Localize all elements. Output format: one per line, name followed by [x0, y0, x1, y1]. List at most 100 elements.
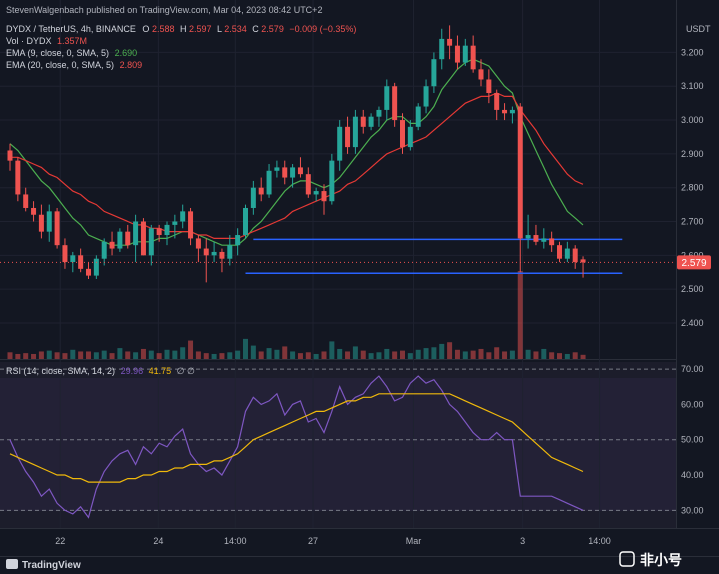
volume-bar: [78, 351, 84, 359]
rsi-tick-label: 70.00: [681, 364, 704, 374]
candle-body: [93, 258, 99, 276]
grid-lines: [0, 0, 676, 528]
candle-body: [274, 167, 280, 171]
candle-body: [258, 187, 264, 195]
candle-body: [46, 211, 52, 232]
volume-bar: [313, 353, 319, 359]
candle-body: [125, 231, 131, 246]
volume-bar: [525, 349, 531, 359]
candle-body: [282, 167, 288, 178]
volume-bar: [447, 342, 453, 359]
legend-ema9[interactable]: EMA (9, close, 0, SMA, 5) 2.690: [6, 48, 137, 58]
price-tick-label: 2.800: [681, 183, 704, 193]
volume-bar: [462, 351, 468, 359]
volume-bar: [290, 351, 296, 359]
candle-body: [297, 167, 303, 175]
candle-body: [203, 248, 209, 256]
candle-body: [541, 238, 547, 242]
candle-body: [195, 238, 201, 249]
candles: [7, 25, 586, 283]
volume-bar: [368, 353, 374, 359]
volume-bar: [243, 338, 248, 359]
candle-body: [235, 235, 241, 246]
candle-body: [462, 45, 468, 63]
volume-bar: [564, 353, 570, 359]
volume-bar: [227, 352, 233, 359]
symbol-title[interactable]: DYDX / TetherUS, 4h, BINANCE: [6, 24, 136, 34]
ema20-label: EMA (20, close, 0, SMA, 5): [6, 60, 114, 70]
volume-bar: [282, 346, 288, 359]
volume-bar: [31, 353, 37, 359]
candle-body: [564, 248, 570, 259]
candle-body: [486, 79, 492, 94]
ohlc-open-value: 2.588: [152, 24, 175, 34]
volume-bar: [384, 348, 390, 359]
rsi-band-fill: [0, 378, 676, 511]
candle-body: [329, 160, 335, 202]
current-price-tag-text: 2.579: [681, 258, 706, 269]
candle-body: [164, 224, 170, 236]
candle-body: [62, 245, 68, 263]
candle-body: [509, 109, 515, 114]
tradingview-logo-icon: [6, 559, 18, 569]
volume-bar: [439, 343, 445, 359]
price-tick-label: 2.900: [681, 149, 704, 159]
volume-bar: [352, 346, 358, 359]
current-price-tag: [677, 255, 711, 270]
candle-body: [15, 160, 21, 195]
time-tick-label: Mar: [406, 536, 422, 546]
volume-bar: [188, 340, 194, 359]
rsi-band-lines: [0, 368, 676, 511]
support-lines[interactable]: [245, 238, 623, 274]
volume-bar: [101, 350, 107, 359]
candle-body: [133, 221, 139, 246]
volume-bar: [431, 347, 437, 359]
price-tick-label: 3.100: [681, 81, 704, 91]
volume-bar: [337, 348, 343, 359]
tradingview-logo[interactable]: TradingView: [6, 559, 81, 571]
volume-bar: [164, 349, 170, 359]
volume-bar: [172, 350, 178, 359]
volume-label: Vol · DYDX: [6, 36, 52, 46]
legend-volume[interactable]: Vol · DYDX 1.357M: [6, 36, 87, 46]
volume-bar: [392, 351, 398, 359]
candle-body: [101, 241, 107, 259]
watermark: 非小号: [619, 551, 682, 568]
rsi-tick-label: 40.00: [681, 470, 704, 480]
volume-bar: [580, 354, 586, 359]
candle-body: [345, 126, 351, 148]
volume-bars: [7, 271, 586, 359]
ema9-value: 2.690: [115, 48, 138, 58]
candle-body: [400, 120, 405, 148]
volume-bar: [329, 341, 335, 359]
candle-body: [219, 251, 225, 259]
volume-bar: [133, 352, 139, 359]
volume-bar: [557, 353, 562, 359]
volume-bar: [478, 348, 484, 359]
legend-rsi[interactable]: RSI (14, close, SMA, 14, 2) 29.96 41.75 …: [6, 366, 195, 376]
ohlc-high-label: H: [180, 24, 187, 34]
price-tick-label: 2.400: [681, 318, 704, 328]
candle-body: [368, 116, 374, 127]
rsi-axis-labels: 30.00 40.00 50.00 60.00 70.00: [681, 364, 704, 515]
volume-bar: [140, 348, 146, 359]
candle-body: [7, 150, 13, 161]
legend-ema20[interactable]: EMA (20, close, 0, SMA, 5) 2.809: [6, 60, 142, 70]
volume-bar: [70, 349, 76, 359]
candle-body: [54, 211, 60, 246]
candle-body: [109, 241, 115, 249]
volume-bar: [23, 353, 29, 359]
volume-bar: [250, 345, 256, 359]
ema9-label: EMA (9, close, 0, SMA, 5): [6, 48, 109, 58]
volume-bar: [117, 348, 123, 359]
volume-bar: [407, 353, 413, 359]
candle-body: [290, 167, 296, 178]
candle-body: [478, 69, 484, 80]
volume-bar: [454, 349, 460, 359]
price-tick-label: 2.700: [681, 217, 704, 227]
price-tick-label: 2.500: [681, 284, 704, 294]
price-axis-unit: USDT: [686, 24, 711, 34]
candle-body: [557, 245, 562, 259]
volume-bar: [211, 353, 217, 359]
